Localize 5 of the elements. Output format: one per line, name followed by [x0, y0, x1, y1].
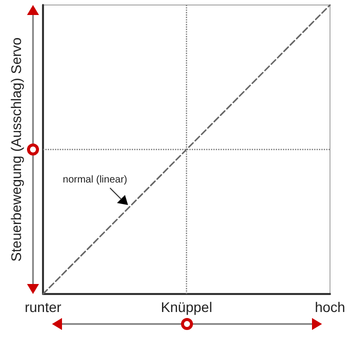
x-tick-label: hoch — [314, 299, 346, 315]
annotation: normal (linear) — [62, 174, 128, 186]
x-tick-label: Knüppel — [160, 299, 212, 315]
x-tick-label: runter — [24, 299, 62, 315]
y-axis-title: Steuerbewegung (Ausschlag) Servo — [8, 37, 24, 262]
